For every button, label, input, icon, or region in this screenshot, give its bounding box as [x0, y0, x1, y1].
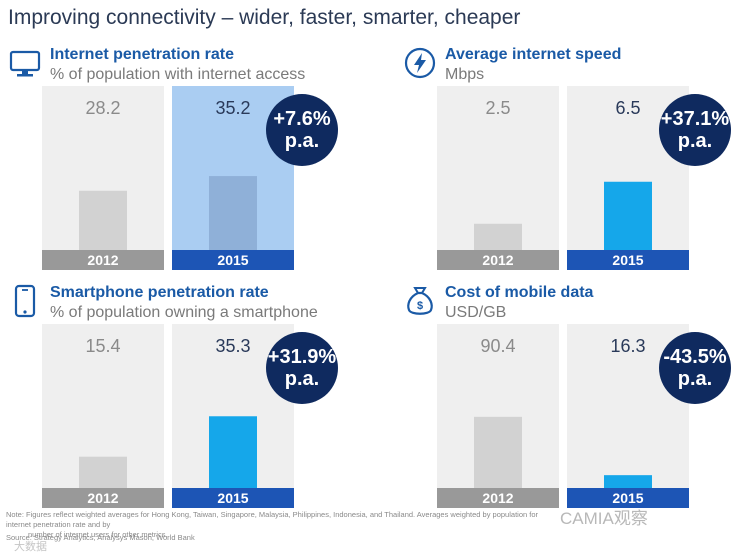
growth-unit: p.a. [677, 368, 713, 390]
year-label-band [42, 250, 164, 270]
money-bag-icon: $ [403, 284, 437, 318]
panel-mobile-data-cost: $ Cost of mobile data USD/GB 90.4 2012 16.… [403, 284, 750, 514]
panel-title: Average internet speed [445, 46, 622, 63]
data-label: 90.4 [480, 336, 515, 356]
data-label: 28.2 [85, 98, 120, 118]
panel-subtitle: USD/GB [445, 304, 507, 321]
watermark-badge: 大数据 [14, 541, 47, 553]
tick-label: 2015 [217, 490, 248, 506]
footnote: Note: Figures reflect weighted averages … [6, 510, 546, 540]
page-title: Improving connectivity – wider, faster, … [8, 6, 521, 29]
tick-label: 2012 [87, 490, 118, 506]
source-note: Source: Strategy Analytics, Analysys Mas… [6, 533, 195, 542]
data-label: 35.3 [215, 336, 250, 356]
panel-internet-penetration: Internet penetration rate % of populatio… [8, 46, 368, 276]
panel-title: Smartphone penetration rate [50, 284, 269, 301]
bar [474, 416, 522, 488]
panel-subtitle: % of population owning a smartphone [50, 304, 318, 321]
panel-smartphone-penetration: Smartphone penetration rate % of populat… [8, 284, 368, 514]
tick-label: 2012 [87, 252, 118, 268]
tick-label: 2015 [612, 252, 643, 268]
lightning-icon [403, 46, 437, 80]
growth-rate: +7.6% [273, 108, 331, 130]
tick-label: 2015 [217, 252, 248, 268]
data-label: 35.2 [215, 98, 250, 118]
growth-rate: +37.1% [660, 108, 730, 130]
bar [209, 176, 257, 250]
smartphone-icon [8, 284, 42, 318]
data-label: 15.4 [85, 336, 120, 356]
bar [604, 475, 652, 488]
svg-text:$: $ [417, 300, 423, 312]
chart-svg: 15.4 2012 35.3 2015 [42, 324, 294, 508]
year-label-band [42, 488, 164, 508]
bar [79, 190, 127, 250]
growth-bubble: +37.1% p.a. [659, 94, 731, 166]
growth-bubble: +7.6% p.a. [266, 94, 338, 166]
growth-unit: p.a. [284, 368, 320, 390]
data-label: 6.5 [615, 98, 640, 118]
watermark: CAMIA观察 [560, 509, 648, 528]
year-label-band [172, 488, 294, 508]
year-label-band [172, 250, 294, 270]
monitor-icon [8, 46, 42, 80]
year-label-band [567, 250, 689, 270]
growth-unit: p.a. [677, 130, 713, 152]
data-label: 16.3 [610, 336, 645, 356]
bar [209, 416, 257, 488]
year-label-band [437, 250, 559, 270]
panel-subtitle: % of population with internet access [50, 66, 306, 83]
bar [604, 181, 652, 250]
panel-title: Cost of mobile data [445, 284, 594, 301]
tick-label: 2012 [482, 252, 513, 268]
growth-rate: +31.9% [267, 346, 337, 368]
growth-unit: p.a. [284, 130, 320, 152]
panel-internet-speed: Average internet speed Mbps 2.5 2012 6.5 20… [403, 46, 750, 276]
year-label-band [437, 488, 559, 508]
footnote-line-1: Note: Figures reflect weighted averages … [6, 510, 538, 529]
panel-subtitle: Mbps [445, 66, 485, 83]
panel-title: Internet penetration rate [50, 46, 235, 63]
bar-chart-smartphone-penetration: 15.4 2012 35.3 2015 [8, 322, 368, 514]
growth-bubble: +31.9% p.a. [266, 332, 338, 404]
footnote-line-2: number of internet users for other metri… [28, 530, 168, 539]
bar [79, 456, 127, 488]
tick-label: 2015 [612, 490, 643, 506]
growth-bubble: -43.5% p.a. [659, 332, 731, 404]
bar-background [437, 86, 559, 250]
bar [474, 223, 522, 250]
data-label: 2.5 [485, 98, 510, 118]
tick-label: 2012 [482, 490, 513, 506]
growth-rate: -43.5% [663, 346, 727, 368]
year-label-band [567, 488, 689, 508]
